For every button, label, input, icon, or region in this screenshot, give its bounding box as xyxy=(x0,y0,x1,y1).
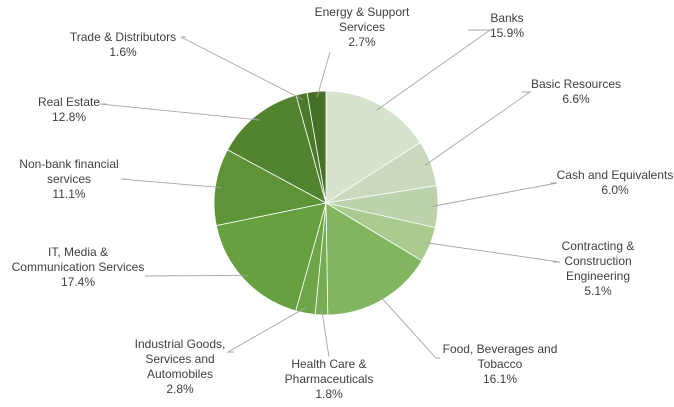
leader-line-7 xyxy=(226,306,307,353)
slice-label-11: Trade & Distributors 1.6% xyxy=(70,30,176,59)
slice-label-6: Health Care & Pharmaceuticals 1.8% xyxy=(285,357,374,401)
leader-line-4 xyxy=(424,242,561,263)
leader-line-5 xyxy=(378,294,440,359)
slice-label-8: IT, Media & Communication Services 17.4% xyxy=(12,245,145,289)
slice-label-2: Basic Resources 6.6% xyxy=(531,77,621,106)
leader-line-3 xyxy=(431,182,558,207)
pie-slice-10 xyxy=(226,94,327,204)
slice-label-3: Cash and Equivalents 6.0% xyxy=(557,168,674,197)
pie-slice-8 xyxy=(215,202,327,312)
leader-line-6 xyxy=(321,308,330,358)
leader-line-1 xyxy=(376,29,492,111)
leader-lines xyxy=(99,29,561,359)
slice-label-12: Energy & Support Services 2.7% xyxy=(315,5,410,49)
slice-label-4: Contracting & Construction Engineering 5.1% xyxy=(562,239,635,298)
slice-labels: Banks 15.9% Basic Resources 6.6% Cash and Eq… xyxy=(12,5,674,401)
pie-slice-12 xyxy=(306,90,327,204)
slice-label-7: Industrial Goods, Services and Automobiles… xyxy=(135,337,226,396)
slice-label-1: Banks 15.9% xyxy=(490,11,524,40)
pie-slice-5 xyxy=(325,202,423,316)
slice-label-10: Real Estate 12.8% xyxy=(38,95,100,124)
leader-line-10 xyxy=(99,103,260,121)
pie-slice-1 xyxy=(325,90,421,204)
leader-line-9 xyxy=(120,178,222,189)
leader-line-2 xyxy=(424,91,532,166)
leader-line-8 xyxy=(144,274,249,277)
slice-label-9: Non-bank financial services 11.1% xyxy=(19,157,118,201)
leader-line-12 xyxy=(316,51,331,98)
pie-slices xyxy=(213,90,439,316)
leader-line-11 xyxy=(180,36,304,101)
slice-label-5: Food, Beverages and Tobacco 16.1% xyxy=(443,342,558,386)
